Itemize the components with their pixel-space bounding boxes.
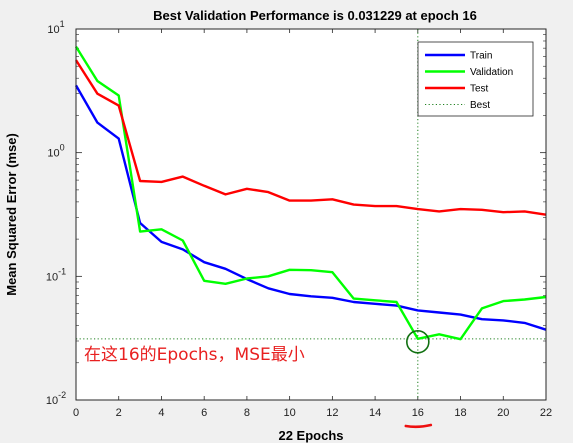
- x-tick-label: 16: [412, 407, 424, 419]
- legend-label-train: Train: [470, 51, 492, 62]
- epoch-underline-mark: [404, 423, 433, 429]
- x-tick-label: 0: [73, 407, 79, 419]
- x-tick-label: 8: [244, 407, 250, 419]
- best-point-circle: [406, 330, 430, 354]
- y-axis-label: Mean Squared Error (mse): [4, 133, 19, 296]
- x-tick-label: 4: [158, 407, 164, 419]
- x-tick-label: 18: [454, 407, 466, 419]
- legend-label-best: Best: [470, 100, 490, 111]
- x-tick-label: 22: [540, 407, 552, 419]
- series-line-validation: [74, 45, 547, 341]
- x-tick-label: 20: [497, 407, 509, 419]
- x-tick-label: 2: [116, 407, 122, 419]
- legend-label-validation: Validation: [470, 67, 513, 78]
- x-tick-label: 12: [326, 407, 338, 419]
- legend: Train Validation Test Best: [417, 41, 534, 117]
- annotation-group: 在这16的Epochs，MSE最小: [84, 330, 433, 429]
- x-tick-label: 6: [201, 407, 207, 419]
- x-axis-label: 22 Epochs: [278, 428, 343, 443]
- series-line-test: [74, 59, 547, 216]
- x-tick-label: 14: [369, 407, 381, 419]
- plot-frame: [75, 28, 547, 401]
- legend-label-test: Test: [470, 84, 489, 95]
- series-line-train: [74, 84, 547, 331]
- chart-title: Best Validation Performance is 0.031229 …: [153, 8, 477, 23]
- x-tick-label: 10: [284, 407, 296, 419]
- annotation-text: 在这16的Epochs，MSE最小: [84, 345, 305, 365]
